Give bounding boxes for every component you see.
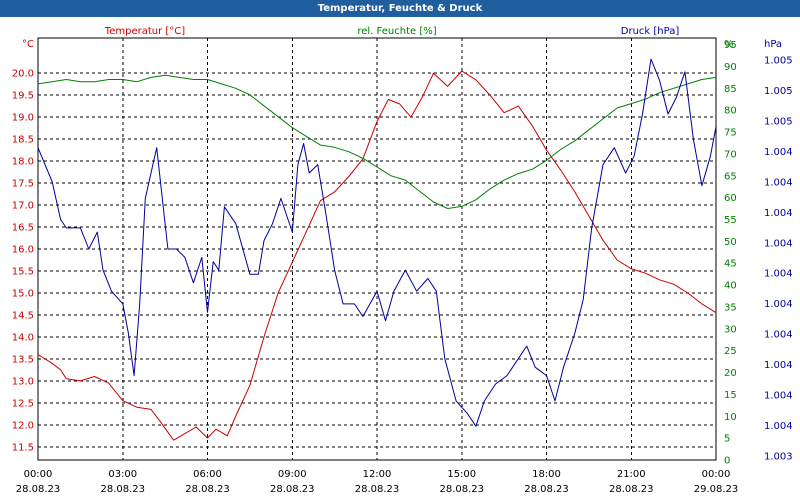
x-tick-date: 29.08.23: [694, 484, 739, 495]
temperature-tick-label: 15.0: [12, 288, 34, 299]
humidity-tick-label: 55: [724, 215, 737, 226]
grid: [37, 37, 717, 461]
x-tick-time: 21:00: [617, 469, 646, 480]
legend-pressure: Druck [hPa]: [621, 26, 680, 37]
humidity-tick-label: 25: [724, 346, 737, 357]
temperature-unit: °C: [22, 39, 34, 50]
humidity-tick-label: 75: [724, 128, 737, 139]
humidity-tick-label: 95: [724, 40, 737, 51]
humidity-unit: %: [724, 39, 734, 50]
temperature-tick-label: 15.5: [12, 266, 34, 277]
x-tick-time: 06:00: [193, 469, 222, 480]
x-tick-time: 00:00: [702, 469, 731, 480]
temperature-tick-label: 11.5: [12, 442, 34, 453]
pressure-tick-label: 1.004: [764, 238, 793, 249]
temperature-tick-label: 14.0: [12, 332, 34, 343]
series-lines: [37, 58, 717, 441]
pressure-tick-label: 1.004: [764, 208, 793, 219]
humidity-line: [37, 74, 717, 209]
temperature-tick-label: 12.5: [12, 398, 34, 409]
pressure-tick-label: 1.004: [764, 299, 793, 310]
x-tick-time: 15:00: [447, 469, 476, 480]
humidity-tick-label: 40: [724, 281, 737, 292]
x-tick-date: 28.08.23: [524, 484, 569, 495]
temperature-tick-label: 14.5: [12, 310, 34, 321]
x-tick-time: 09:00: [278, 469, 307, 480]
humidity-tick-label: 20: [724, 368, 737, 379]
x-tick-date: 28.08.23: [270, 484, 315, 495]
pressure-unit: hPa: [764, 39, 782, 50]
pressure-line: [37, 58, 717, 427]
temperature-tick-label: 16.5: [12, 223, 34, 234]
humidity-tick-label: 30: [724, 324, 737, 335]
x-tick-date: 28.08.23: [16, 484, 61, 495]
x-tick-date: 28.08.23: [355, 484, 400, 495]
humidity-tick-label: 0: [724, 456, 730, 467]
humidity-tick-label: 45: [724, 259, 737, 270]
pressure-tick-label: 1.004: [764, 421, 793, 432]
x-tick-date: 28.08.23: [609, 484, 654, 495]
pressure-tick-label: 1.003: [764, 452, 793, 463]
temperature-tick-label: 13.5: [12, 354, 34, 365]
humidity-tick-label: 80: [724, 106, 737, 117]
x-tick-date: 28.08.23: [100, 484, 145, 495]
temperature-tick-label: 18.0: [12, 157, 34, 168]
plot-border: [37, 37, 717, 461]
humidity-tick-label: 60: [724, 193, 737, 204]
pressure-tick-label: 1.004: [764, 330, 793, 341]
humidity-tick-label: 10: [724, 412, 737, 423]
x-tick-time: 18:00: [532, 469, 561, 480]
temperature-tick-label: 17.5: [12, 179, 34, 190]
x-tick-date: 28.08.23: [439, 484, 484, 495]
legend-humidity: rel. Feuchte [%]: [357, 26, 436, 37]
humidity-tick-label: 50: [724, 237, 737, 248]
temperature-tick-label: 13.0: [12, 376, 34, 387]
x-tick-time: 03:00: [108, 469, 137, 480]
pressure-tick-label: 1.005: [764, 56, 793, 67]
humidity-tick-label: 90: [724, 62, 737, 73]
temperature-tick-label: 20.0: [12, 69, 34, 80]
temperature-tick-label: 16.0: [12, 245, 34, 256]
x-tick-date: 28.08.23: [185, 484, 230, 495]
pressure-tick-label: 1.005: [764, 116, 793, 127]
x-tick-time: 00:00: [24, 469, 53, 480]
humidity-tick-label: 5: [724, 434, 730, 445]
humidity-tick-label: 85: [724, 84, 737, 95]
humidity-tick-label: 15: [724, 390, 737, 401]
temperature-line: [37, 70, 717, 441]
pressure-tick-label: 1.004: [764, 360, 793, 371]
pressure-tick-label: 1.004: [764, 269, 793, 280]
legend-temperature: Temperatur [°C]: [104, 26, 185, 37]
temperature-tick-label: 12.0: [12, 420, 34, 431]
x-tick-time: 12:00: [363, 469, 392, 480]
pressure-tick-label: 1.004: [764, 147, 793, 158]
pressure-tick-label: 1.005: [764, 86, 793, 97]
temperature-tick-label: 17.0: [12, 201, 34, 212]
legend: Temperatur [°C] rel. Feuchte [%] Druck [hP…: [104, 26, 680, 37]
temperature-tick-label: 18.5: [12, 135, 34, 146]
temperature-tick-label: 19.5: [12, 91, 34, 102]
chart-title: Temperatur, Feuchte & Druck: [0, 0, 800, 17]
pressure-tick-label: 1.004: [764, 391, 793, 402]
axes: 11.5 12.0 12.5 13.0 13.5 14.0 14.5 15.0 15.5 16.0…: [12, 39, 793, 495]
humidity-tick-label: 35: [724, 302, 737, 313]
humidity-tick-label: 70: [724, 149, 737, 160]
temperature-tick-label: 19.0: [12, 113, 34, 124]
humidity-tick-label: 65: [724, 171, 737, 182]
pressure-tick-label: 1.004: [764, 177, 793, 188]
